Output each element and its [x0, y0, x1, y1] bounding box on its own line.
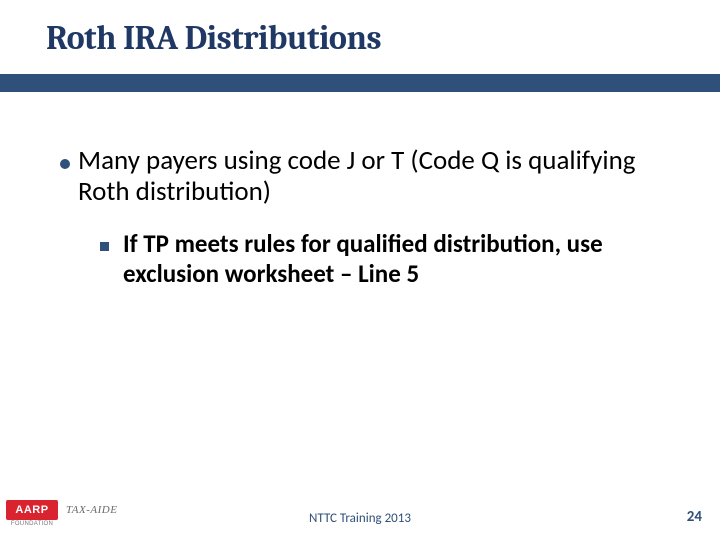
sub-bullet-item-1: If TP meets rules for qualified distribu… — [100, 229, 670, 289]
content-area: Many payers using code J or T (Code Q is… — [60, 145, 670, 289]
bullet-icon — [60, 159, 70, 169]
slide: Roth IRA Distributions Many payers using… — [0, 0, 720, 540]
sub-bullet-text-1: If TP meets rules for qualified distribu… — [123, 229, 670, 289]
slide-number: 24 — [687, 508, 702, 526]
square-bullet-icon — [100, 242, 109, 251]
title-underline-bar — [0, 74, 720, 92]
slide-title: Roth IRA Distributions — [46, 18, 381, 58]
footer: AARP FOUNDATION TAX-AIDE NTTC Training 2… — [0, 492, 720, 540]
bullet-item-1: Many payers using code J or T (Code Q is… — [60, 145, 670, 207]
footer-center-text: NTTC Training 2013 — [0, 511, 720, 526]
bullet-text-1: Many payers using code J or T (Code Q is… — [78, 145, 670, 207]
